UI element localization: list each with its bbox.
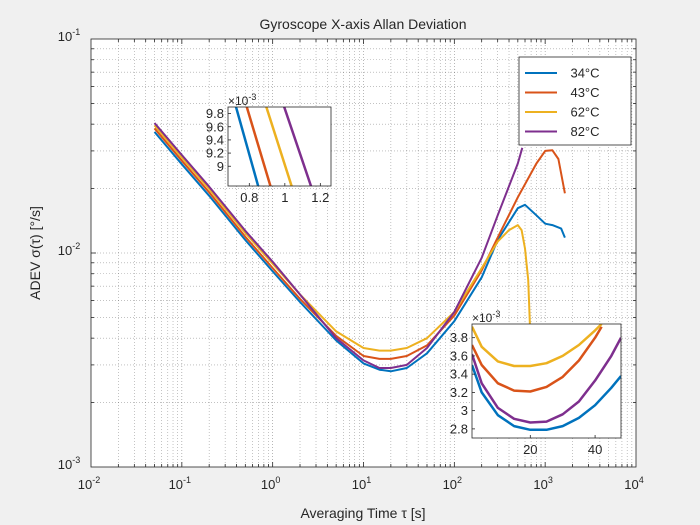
inset-y-tick-label: 3.2 <box>450 385 468 400</box>
x-tick-label: 104 <box>624 475 643 492</box>
series-lines <box>153 122 566 373</box>
legend: 34°C 43°C 62°C 82°C <box>518 56 632 146</box>
grid <box>91 39 636 467</box>
inset-series-line <box>245 107 272 186</box>
inset-y-tick-label: 9.8 <box>206 106 224 121</box>
inset-x-tick-label: 20 <box>523 442 537 457</box>
inset-y-tick-label: 3.8 <box>450 330 468 345</box>
inset-multiplier-label: ×10-3 <box>228 92 256 108</box>
inset-series-line <box>472 364 621 432</box>
inset-y-tick-label: 9.4 <box>206 132 224 147</box>
inset-x-tick-label: 1 <box>281 190 288 205</box>
inset-x-tick-label: 0.8 <box>240 190 258 205</box>
inset-y-tick-label: 2.8 <box>450 421 468 436</box>
legend-label: 43°C <box>570 85 599 100</box>
inset-series-line <box>265 107 293 186</box>
chart-title: Gyroscope X-axis Allan Deviation <box>260 16 467 32</box>
legend-label: 82°C <box>570 124 599 139</box>
y-tick-label: 10-2 <box>58 241 80 258</box>
insets: 0.8 1 1.2 99.29.49.69.8 ×10-3 20 40 2.8 3 3.2 3.4 3… <box>206 92 622 457</box>
y-tick-label: 10-3 <box>58 455 80 472</box>
x-tick-label: 10-2 <box>78 475 100 492</box>
series-line <box>153 124 531 352</box>
legend-label: 62°C <box>570 105 599 120</box>
inset-multiplier-label: ×10-3 <box>472 309 500 325</box>
inset-y-tick-label: 9.2 <box>206 146 224 161</box>
inset-series-line <box>472 326 603 393</box>
axis-ticks: 10-2 10-1 100 101 102 103 104 10-3 10-2 10-1 <box>58 27 644 492</box>
inset-series-line <box>472 337 621 424</box>
legend-box <box>518 56 632 146</box>
inset-series-line <box>282 107 313 186</box>
x-tick-label: 102 <box>443 475 462 492</box>
inset-y-tick-label: 3.4 <box>450 367 468 382</box>
x-tick-label: 10-1 <box>169 475 191 492</box>
inset-x-tick-label: 40 <box>588 442 602 457</box>
series-line <box>153 131 566 373</box>
inset-series-line <box>234 107 260 186</box>
inset-plot: 0.8 1 1.2 99.29.49.69.8 ×10-3 <box>206 92 332 205</box>
inset-series-line <box>472 324 603 368</box>
inset-y-tick-label: 9.6 <box>206 119 224 134</box>
inset-frame <box>227 106 332 187</box>
x-tick-label: 103 <box>533 475 552 492</box>
inset-y-tick-label: 3.6 <box>450 348 468 363</box>
legend-label: 34°C <box>570 66 599 81</box>
x-tick-label: 101 <box>352 475 371 492</box>
x-axis-label: Averaging Time τ [s] <box>300 505 425 521</box>
series-line <box>153 127 566 360</box>
inset-y-tick-label: 3 <box>461 403 468 418</box>
x-tick-label: 100 <box>261 475 280 492</box>
inset-plot: 20 40 2.8 3 3.2 3.4 3.6 3.8 ×10-3 <box>450 309 622 457</box>
y-tick-label: 10-1 <box>58 27 80 44</box>
inset-x-tick-label: 1.2 <box>311 190 329 205</box>
series-line <box>153 122 524 369</box>
inset-frame <box>471 323 622 439</box>
inset-y-tick-label: 9 <box>217 159 224 174</box>
y-axis-label: ADEV σ(τ) [°/s] <box>27 206 43 300</box>
